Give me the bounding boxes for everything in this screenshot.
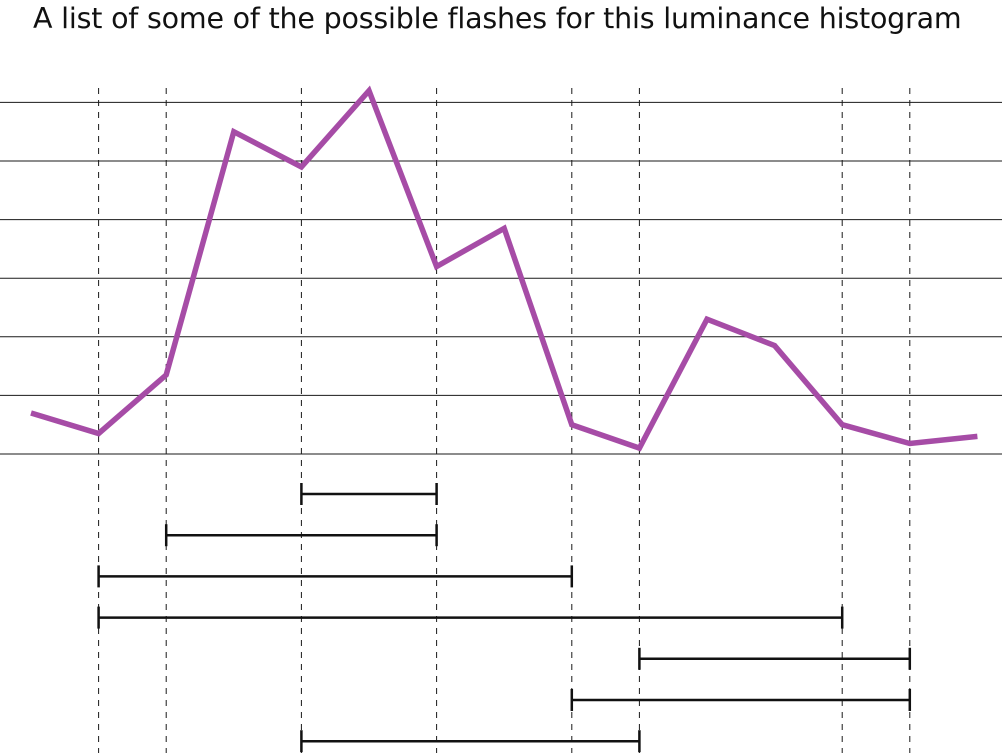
- flash-bracket-5: [570, 689, 912, 711]
- chart-title: A list of some of the possible flashes f…: [33, 2, 962, 35]
- luminance-series-line: [30, 85, 978, 452]
- flash-bracket-6: [300, 730, 641, 753]
- flash-bracket-0: [300, 483, 438, 505]
- flash-bracket-3: [97, 606, 844, 629]
- flash-brackets: [97, 483, 912, 753]
- flash-bracket-4: [638, 647, 912, 670]
- luminance-line: [30, 85, 978, 452]
- flash-bracket-1: [164, 524, 438, 547]
- flash-bracket-2: [97, 565, 574, 588]
- grid-lines: [0, 101, 1002, 455]
- flash-guide-lines: [98, 88, 911, 753]
